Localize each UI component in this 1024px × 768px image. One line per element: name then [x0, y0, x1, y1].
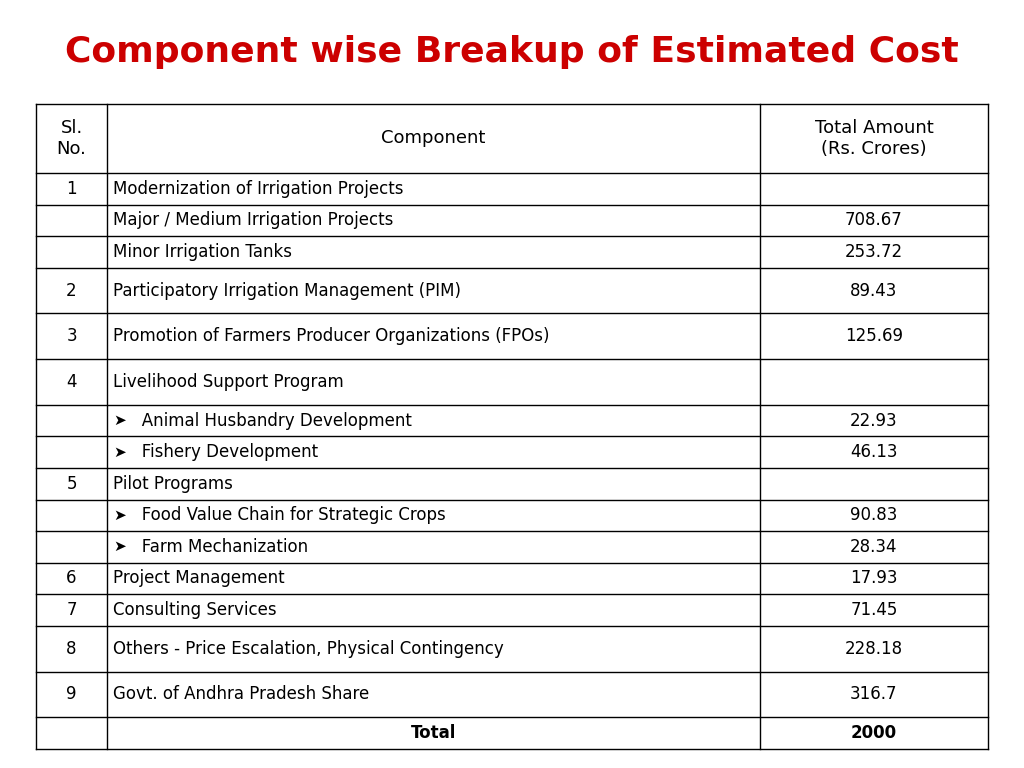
Text: Participatory Irrigation Management (PIM): Participatory Irrigation Management (PIM… — [114, 282, 462, 300]
Text: Animal Husbandry Development: Animal Husbandry Development — [126, 412, 412, 430]
Text: 89.43: 89.43 — [850, 282, 898, 300]
Text: Others - Price Escalation, Physical Contingency: Others - Price Escalation, Physical Cont… — [114, 640, 504, 657]
Text: Total Amount
(Rs. Crores): Total Amount (Rs. Crores) — [814, 119, 933, 157]
Text: 8: 8 — [67, 640, 77, 657]
Text: 9: 9 — [67, 685, 77, 703]
Text: 125.69: 125.69 — [845, 327, 903, 346]
Text: 90.83: 90.83 — [850, 506, 898, 525]
Text: 46.13: 46.13 — [850, 443, 898, 462]
Text: 1: 1 — [67, 180, 77, 198]
Text: Total: Total — [411, 724, 456, 742]
Text: 2: 2 — [67, 282, 77, 300]
Text: Sl.
No.: Sl. No. — [56, 119, 86, 157]
Text: Govt. of Andhra Pradesh Share: Govt. of Andhra Pradesh Share — [114, 685, 370, 703]
Text: 228.18: 228.18 — [845, 640, 903, 657]
Text: Livelihood Support Program: Livelihood Support Program — [114, 373, 344, 391]
Text: Promotion of Farmers Producer Organizations (FPOs): Promotion of Farmers Producer Organizati… — [114, 327, 550, 346]
Text: 2000: 2000 — [851, 724, 897, 742]
Text: 7: 7 — [67, 601, 77, 619]
Text: Farm Mechanization: Farm Mechanization — [126, 538, 308, 556]
Text: ➤: ➤ — [114, 539, 126, 554]
Text: 6: 6 — [67, 569, 77, 588]
Text: Fishery Development: Fishery Development — [126, 443, 317, 462]
Text: Pilot Programs: Pilot Programs — [114, 475, 233, 493]
Text: 17.93: 17.93 — [850, 569, 898, 588]
Text: Food Value Chain for Strategic Crops: Food Value Chain for Strategic Crops — [126, 506, 445, 525]
Text: Modernization of Irrigation Projects: Modernization of Irrigation Projects — [114, 180, 403, 198]
Text: 28.34: 28.34 — [850, 538, 898, 556]
Text: Project Management: Project Management — [114, 569, 285, 588]
Text: 253.72: 253.72 — [845, 243, 903, 261]
Text: ➤: ➤ — [114, 508, 126, 523]
Text: Major / Medium Irrigation Projects: Major / Medium Irrigation Projects — [114, 211, 394, 230]
Text: Component: Component — [381, 129, 485, 147]
Text: 22.93: 22.93 — [850, 412, 898, 430]
Text: 708.67: 708.67 — [845, 211, 903, 230]
Text: Minor Irrigation Tanks: Minor Irrigation Tanks — [114, 243, 293, 261]
Text: Consulting Services: Consulting Services — [114, 601, 278, 619]
Text: 4: 4 — [67, 373, 77, 391]
Text: 3: 3 — [67, 327, 77, 346]
Text: Component wise Breakup of Estimated Cost: Component wise Breakup of Estimated Cost — [66, 35, 958, 68]
Text: 316.7: 316.7 — [850, 685, 898, 703]
Text: ➤: ➤ — [114, 445, 126, 460]
Text: 71.45: 71.45 — [850, 601, 898, 619]
Text: 5: 5 — [67, 475, 77, 493]
Text: ➤: ➤ — [114, 413, 126, 429]
